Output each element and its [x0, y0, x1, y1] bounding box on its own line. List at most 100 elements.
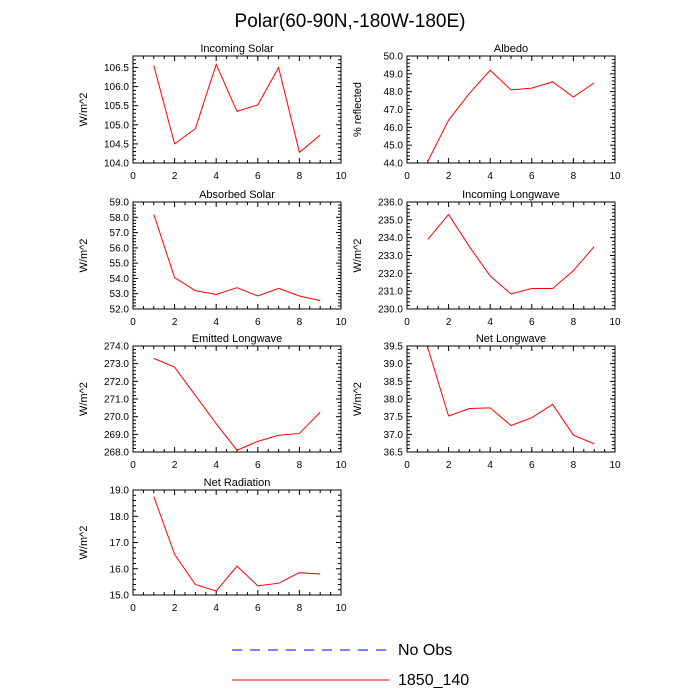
y-axis-label-net-longwave: W/m^2: [352, 382, 364, 416]
y-tick-label-net-longwave: 37.5: [384, 412, 404, 423]
y-tick-label-albedo: 46.0: [384, 123, 404, 134]
x-tick-label-net-longwave: 6: [529, 460, 535, 471]
x-tick-label-absorbed-solar: 4: [213, 317, 219, 328]
y-axis-label-incoming-longwave: W/m^2: [352, 239, 364, 273]
plot-frame-emitted-longwave: [132, 345, 342, 453]
y-tick-label-incoming-longwave: 234.0: [378, 233, 403, 244]
y-tick-label-incoming-solar: 104.5: [104, 139, 129, 150]
panel-title-albedo: Albedo: [494, 43, 528, 55]
y-tick-label-absorbed-solar: 53.0: [110, 289, 130, 300]
y-tick-label-albedo: 49.0: [384, 69, 404, 80]
x-tick-label-absorbed-solar: 8: [297, 317, 303, 328]
x-tick-label-albedo: 2: [446, 171, 452, 182]
y-tick-label-emitted-longwave: 268.0: [104, 448, 129, 459]
panel-emitted-longwave: Emitted Longwave W/m^2 0 2 4 6 8 10 268.0 269.0 27…: [78, 333, 347, 471]
panel-title-absorbed-solar: Absorbed Solar: [199, 189, 275, 201]
plot-frame-incoming-longwave: [406, 201, 616, 310]
x-tick-label-incoming-solar: 0: [130, 171, 136, 182]
x-tick-label-emitted-longwave: 2: [172, 460, 178, 471]
plot-frame-incoming-solar: [132, 55, 342, 164]
series-line-1850-140-net-longwave: [427, 347, 595, 445]
x-tick-label-net-radiation: 0: [130, 603, 136, 614]
y-tick-label-albedo: 48.0: [384, 87, 404, 98]
x-tick-label-net-longwave: 0: [404, 460, 410, 471]
y-tick-label-emitted-longwave: 271.0: [104, 395, 129, 406]
y-tick-label-incoming-longwave: 235.0: [378, 215, 403, 226]
y-axis-label-net-radiation: W/m^2: [78, 526, 90, 560]
x-tick-label-absorbed-solar: 2: [172, 317, 178, 328]
x-tick-label-albedo: 0: [404, 171, 410, 182]
x-tick-label-net-radiation: 4: [213, 603, 219, 614]
x-tick-label-absorbed-solar: 0: [130, 317, 136, 328]
panel-title-incoming-solar: Incoming Solar: [200, 43, 274, 55]
plot-frame-net-radiation: [132, 489, 342, 596]
y-axis-label-incoming-solar: W/m^2: [78, 93, 90, 127]
panel-absorbed-solar: Absorbed Solar W/m^2 0 2 4 6 8 10 52.0 53.0 54.0 55…: [78, 189, 347, 328]
x-tick-label-incoming-solar: 8: [297, 171, 303, 182]
x-tick-label-incoming-solar: 4: [213, 171, 219, 182]
panel-net-radiation: Net Radiation W/m^2 0 2 4 6 8 10 15.0 16.0 17.0 18.…: [78, 477, 347, 614]
legend-label-no-obs: No Obs: [398, 642, 452, 659]
x-tick-label-incoming-longwave: 0: [404, 317, 410, 328]
y-tick-label-net-radiation: 16.0: [110, 564, 130, 575]
x-tick-label-net-radiation: 10: [335, 603, 347, 614]
series-line-1850-140-albedo: [427, 69, 595, 162]
x-tick-label-incoming-solar: 2: [172, 171, 178, 182]
series-line-1850-140-net-radiation: [153, 496, 321, 592]
panel-title-emitted-longwave: Emitted Longwave: [192, 333, 283, 345]
x-tick-label-emitted-longwave: 10: [335, 460, 347, 471]
x-tick-label-incoming-longwave: 6: [529, 317, 535, 328]
x-tick-label-emitted-longwave: 4: [213, 460, 219, 471]
y-tick-label-net-longwave: 38.5: [384, 377, 404, 388]
x-tick-label-emitted-longwave: 8: [297, 460, 303, 471]
x-tick-label-incoming-solar: 10: [335, 171, 347, 182]
panel-incoming-longwave: Incoming Longwave W/m^2 0 2 4 6 8 10 230.0 231.0 2…: [352, 189, 621, 328]
y-tick-label-absorbed-solar: 56.0: [110, 243, 130, 254]
y-tick-label-incoming-solar: 106.0: [104, 82, 129, 93]
y-tick-label-absorbed-solar: 57.0: [110, 228, 130, 239]
y-tick-label-emitted-longwave: 272.0: [104, 377, 129, 388]
x-tick-label-absorbed-solar: 10: [335, 317, 347, 328]
y-tick-label-net-longwave: 39.5: [384, 342, 404, 353]
y-tick-label-emitted-longwave: 273.0: [104, 359, 129, 370]
y-tick-label-incoming-solar: 105.5: [104, 101, 129, 112]
y-tick-label-albedo: 50.0: [384, 52, 404, 63]
x-tick-label-absorbed-solar: 6: [255, 317, 261, 328]
y-axis-label-albedo: % reflected: [352, 82, 364, 137]
panel-net-longwave: Net Longwave W/m^2 0 2 4 6 8 10 36.5 37.0 37.5 38.0…: [352, 333, 621, 471]
series-line-1850-140-incoming-solar: [153, 63, 321, 154]
legend: No Obs 1850_140: [232, 642, 469, 689]
x-tick-label-incoming-longwave: 10: [609, 317, 621, 328]
y-tick-label-net-longwave: 38.0: [384, 395, 404, 406]
x-tick-label-incoming-longwave: 8: [571, 317, 577, 328]
panel-title-net-longwave: Net Longwave: [476, 333, 546, 345]
y-tick-label-emitted-longwave: 269.0: [104, 430, 129, 441]
x-tick-label-net-radiation: 6: [255, 603, 261, 614]
y-tick-label-incoming-solar: 104.0: [104, 159, 129, 170]
y-tick-label-net-longwave: 36.5: [384, 448, 404, 459]
x-tick-label-emitted-longwave: 0: [130, 460, 136, 471]
y-tick-label-absorbed-solar: 55.0: [110, 259, 130, 270]
y-tick-label-absorbed-solar: 58.0: [110, 213, 130, 224]
x-tick-label-albedo: 6: [529, 171, 535, 182]
y-tick-label-incoming-longwave: 232.0: [378, 269, 403, 280]
panel-albedo: Albedo % reflected 0 2 4 6 8 10 44.0 45.0 46.0 47.0…: [352, 43, 621, 182]
x-tick-label-emitted-longwave: 6: [255, 460, 261, 471]
y-tick-label-net-radiation: 17.0: [110, 538, 130, 549]
y-tick-label-albedo: 44.0: [384, 159, 404, 170]
x-tick-label-incoming-longwave: 2: [446, 317, 452, 328]
panel-title-incoming-longwave: Incoming Longwave: [462, 189, 560, 201]
series-line-1850-140-emitted-longwave: [153, 357, 321, 451]
x-tick-label-incoming-longwave: 4: [487, 317, 493, 328]
y-tick-label-incoming-solar: 105.0: [104, 120, 129, 131]
panel-incoming-solar: Incoming Solar W/m^2 0 2 4 6 8 10 104.0 104.5 105.…: [78, 43, 347, 182]
x-tick-label-net-longwave: 4: [487, 460, 493, 471]
series-line-1850-140-absorbed-solar: [153, 214, 321, 302]
y-tick-label-emitted-longwave: 274.0: [104, 342, 129, 353]
plot-frame-net-longwave: [406, 345, 616, 453]
y-tick-label-absorbed-solar: 59.0: [110, 198, 130, 209]
figure-title: Polar(60-90N,-180W-180E): [235, 11, 466, 32]
panels-container: Incoming Solar W/m^2 0 2 4 6 8 10 104.0 104.5 105.…: [78, 43, 621, 614]
y-tick-label-absorbed-solar: 54.0: [110, 274, 130, 285]
plot-frame-albedo: [406, 55, 616, 164]
